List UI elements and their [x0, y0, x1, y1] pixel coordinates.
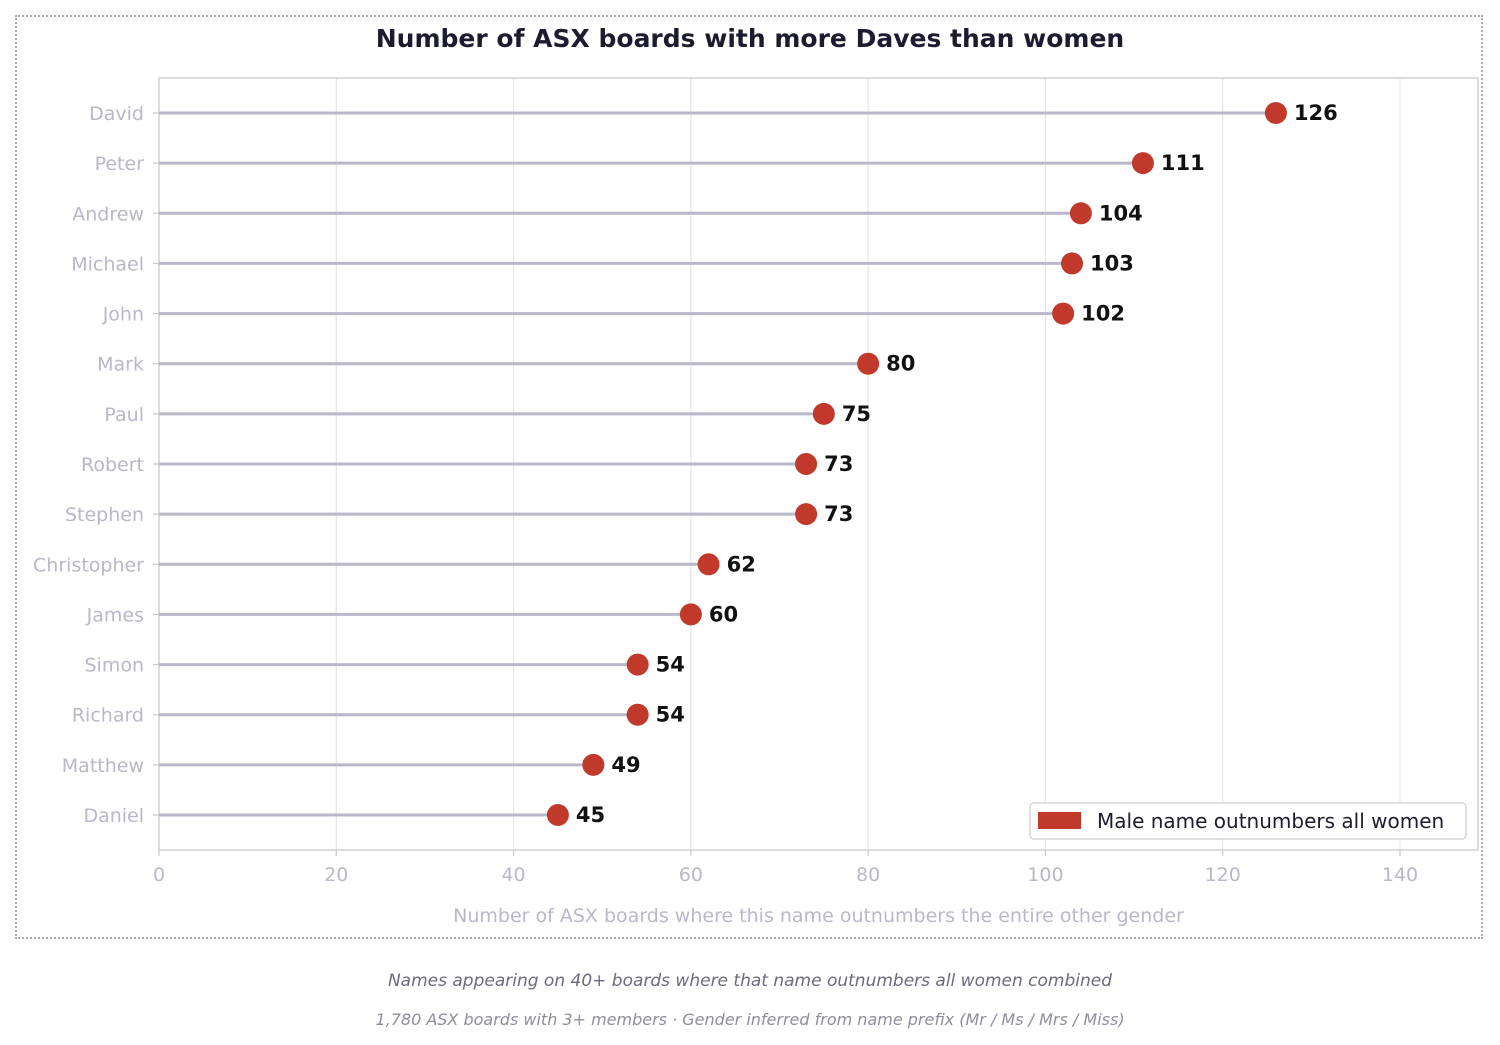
- y-tick-label: Simon: [84, 655, 144, 677]
- value-label: 103: [1090, 251, 1134, 275]
- x-tick-label: 0: [153, 864, 165, 886]
- x-tick-label: 140: [1382, 864, 1418, 886]
- value-label: 102: [1081, 302, 1125, 326]
- value-label: 111: [1161, 151, 1205, 175]
- lollipop-marker: [1061, 252, 1084, 275]
- y-tick-label: Richard: [72, 705, 144, 727]
- lollipop-marker: [795, 503, 818, 526]
- lollipop-marker: [546, 804, 569, 826]
- y-tick-label: John: [102, 304, 144, 326]
- chart-frame: [15, 15, 1483, 939]
- y-tick-label: Christopher: [33, 554, 144, 576]
- y-tick-label: Robert: [81, 454, 144, 476]
- y-tick-label: Michael: [71, 253, 144, 275]
- lollipop-marker: [1069, 202, 1092, 225]
- x-axis-label: Number of ASX boards where this name out…: [453, 905, 1184, 927]
- lollipop-marker: [626, 703, 649, 726]
- value-label: 62: [727, 552, 756, 576]
- lollipop-marker: [626, 653, 649, 676]
- value-label: 104: [1099, 201, 1143, 225]
- value-label: 75: [842, 402, 871, 426]
- value-label: 60: [709, 602, 738, 626]
- lollipop-marker: [582, 753, 605, 776]
- x-tick-label: 100: [1027, 864, 1063, 886]
- legend-swatch: [1038, 812, 1081, 829]
- footnote-source: 1,780 ASX boards with 3+ members · Gende…: [375, 1010, 1125, 1029]
- lollipop-marker: [812, 402, 835, 425]
- y-tick-label: David: [89, 103, 144, 125]
- y-tick-label: Peter: [95, 153, 145, 175]
- value-label: 49: [611, 753, 640, 777]
- y-tick-label: Mark: [97, 354, 144, 376]
- y-tick-label: Matthew: [62, 755, 144, 777]
- x-tick-label: 120: [1205, 864, 1241, 886]
- x-tick-label: 60: [679, 864, 703, 886]
- y-tick-label: Andrew: [72, 203, 144, 225]
- value-label: 54: [656, 703, 685, 727]
- x-tick-label: 80: [856, 864, 880, 886]
- value-label: 126: [1294, 101, 1338, 125]
- lollipop-marker: [697, 553, 720, 576]
- x-tick-label: 40: [501, 864, 525, 886]
- lollipop-marker: [1052, 302, 1075, 325]
- value-label: 73: [824, 502, 853, 526]
- y-tick-label: Daniel: [83, 805, 144, 827]
- value-label: 73: [824, 452, 853, 476]
- y-tick-label: Paul: [104, 404, 144, 426]
- lollipop-marker: [1131, 152, 1154, 175]
- footnote-description: Names appearing on 40+ boards where that…: [387, 971, 1113, 991]
- lollipop-marker: [795, 453, 818, 475]
- value-label: 54: [656, 653, 685, 677]
- x-tick-label: 20: [324, 864, 348, 886]
- value-label: 45: [576, 803, 605, 827]
- lollipop-marker: [1264, 102, 1287, 124]
- lollipop-marker: [679, 603, 702, 626]
- y-tick-label: Stephen: [65, 504, 144, 526]
- value-label: 80: [886, 352, 915, 376]
- legend: [1029, 802, 1467, 840]
- y-tick-label: James: [86, 604, 144, 626]
- lollipop-marker: [857, 352, 880, 375]
- chart-title: Number of ASX boards with more Daves tha…: [375, 24, 1125, 53]
- legend-label: Male name outnumbers all women: [1097, 809, 1444, 833]
